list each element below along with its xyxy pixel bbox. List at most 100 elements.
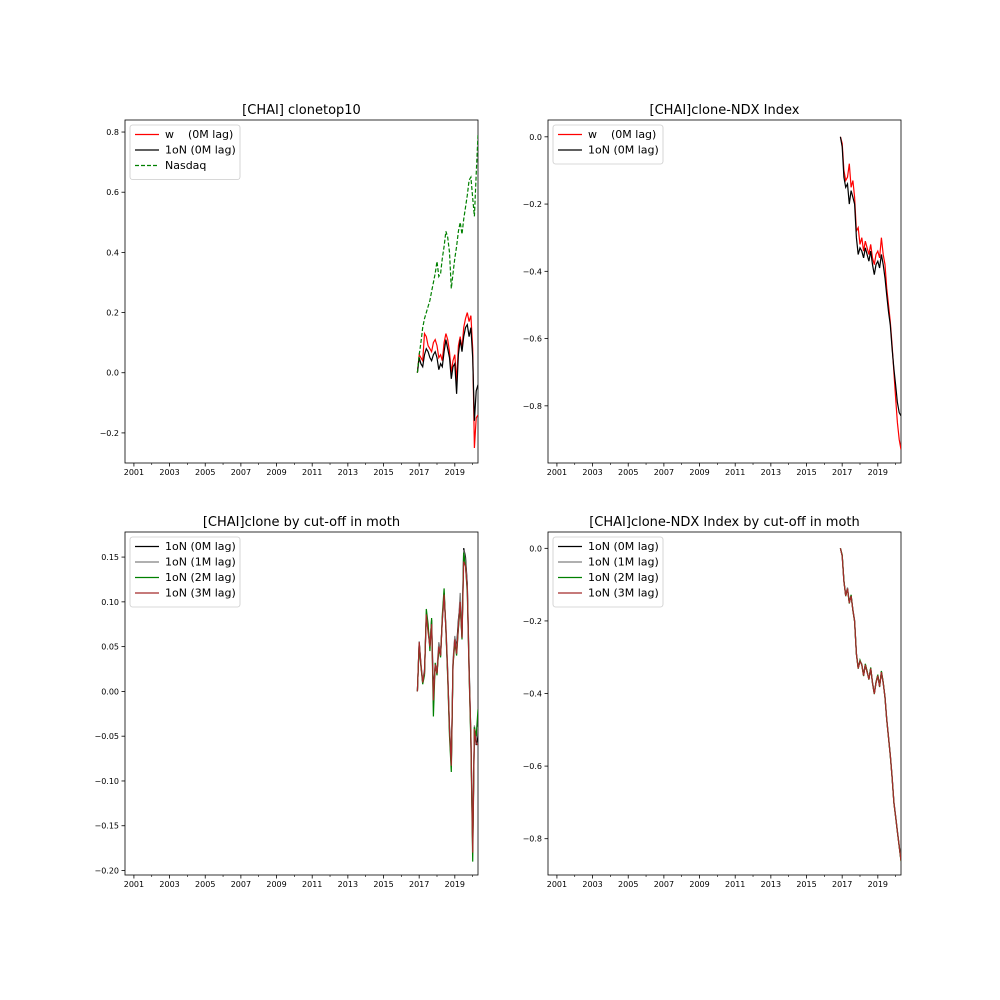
legend-label: 1oN (1M lag) <box>588 556 659 569</box>
series-line-4 <box>416 561 478 853</box>
chart-3: [CHAI]clone by cut-off in moth 2001 2003 20… <box>94 515 479 889</box>
chart-title: [CHAI]clone-NDX Index <box>650 103 800 118</box>
y-tick-label: −0.8 <box>523 835 542 844</box>
legend: 1oN (0M lag) 1oN (1M lag) 1oN (2M lag) 1oN … <box>129 536 241 608</box>
x-tick-label: 2005 <box>618 880 638 889</box>
legend-label: 1oN (0M lag) <box>165 540 236 553</box>
y-tick-label: 0.00 <box>101 687 119 696</box>
x-tick-label: 2003 <box>582 468 602 477</box>
legend-label: 1oN (2M lag) <box>165 571 236 584</box>
series-line-3 <box>416 552 478 862</box>
legend-box <box>552 536 664 608</box>
legend-label: w (0M lag) <box>588 128 656 141</box>
chart-title: [CHAI]clone by cut-off in moth <box>203 515 400 530</box>
legend: w (0M lag) 1oN (0M lag) <box>552 124 664 165</box>
x-tick-label: 2009 <box>689 880 709 889</box>
y-tick-label: −0.4 <box>523 690 542 699</box>
legend: w (0M lag) 1oN (0M lag) Nasdaq <box>129 124 241 180</box>
legend-label: 1oN (0M lag) <box>588 540 659 553</box>
y-tick-label: −0.15 <box>94 822 119 831</box>
x-tick-label: 2011 <box>725 468 745 477</box>
x-tick-label: 2007 <box>231 880 251 889</box>
y-tick-label: −0.6 <box>523 762 542 771</box>
legend-label: 1oN (1M lag) <box>165 556 236 569</box>
chart-1: [CHAI] clonetop10 2001 2003 2005 2007 2009 201… <box>100 103 479 477</box>
y-tick-label: 0.0 <box>529 544 542 553</box>
legend-label: 1oN (0M lag) <box>588 144 659 157</box>
y-tick-label: 0.2 <box>106 309 119 318</box>
legend: 1oN (0M lag) 1oN (1M lag) 1oN (2M lag) 1oN … <box>552 536 664 608</box>
x-tick-label: 2011 <box>302 880 322 889</box>
x-tick-label: 2019 <box>868 880 888 889</box>
x-tick-label: 2019 <box>868 468 888 477</box>
y-tick-label: −0.6 <box>523 335 542 344</box>
legend-label: 1oN (2M lag) <box>588 571 659 584</box>
x-tick-label: 2013 <box>761 468 781 477</box>
x-tick-label: 2015 <box>796 468 816 477</box>
x-tick-label: 2015 <box>796 880 816 889</box>
x-tick-label: 2003 <box>582 880 602 889</box>
x-tick-label: 2009 <box>266 880 286 889</box>
chart-4: [CHAI]clone-NDX Index by cut-off in moth… <box>523 515 902 889</box>
legend-box <box>129 536 241 608</box>
series-line-1 <box>416 312 478 449</box>
x-tick-label: 2011 <box>725 880 745 889</box>
x-tick-label: 2005 <box>195 880 215 889</box>
y-tick-label: −0.4 <box>523 267 542 276</box>
y-tick-label: 0.15 <box>101 553 119 562</box>
x-tick-label: 2005 <box>618 468 638 477</box>
x-tick-label: 2015 <box>373 880 393 889</box>
plot-frame <box>124 119 479 464</box>
y-tick-label: 0.0 <box>529 133 542 142</box>
x-tick-label: 2017 <box>409 468 429 477</box>
legend-label: w (0M lag) <box>165 128 233 141</box>
y-tick-label: −0.2 <box>523 200 542 209</box>
x-tick-label: 2009 <box>266 468 286 477</box>
y-tick-label: 0.05 <box>101 643 119 652</box>
x-tick-label: 2007 <box>231 468 251 477</box>
x-tick-label: 2001 <box>547 880 567 889</box>
x-tick-label: 2003 <box>159 468 179 477</box>
series-line-3 <box>416 134 478 373</box>
y-tick-label: 0.0 <box>106 369 119 378</box>
x-tick-label: 2005 <box>195 468 215 477</box>
series-line-2 <box>416 549 478 849</box>
x-tick-label: 2001 <box>124 880 144 889</box>
plot-frame <box>124 531 479 876</box>
y-tick-label: 0.4 <box>106 248 119 257</box>
x-tick-label: 2013 <box>338 880 358 889</box>
x-tick-label: 2013 <box>761 880 781 889</box>
x-tick-label: 2001 <box>124 468 144 477</box>
y-tick-label: 0.8 <box>106 128 119 137</box>
x-tick-label: 2001 <box>547 468 567 477</box>
plot-frame <box>547 119 902 464</box>
x-tick-label: 2007 <box>654 880 674 889</box>
chart-2: [CHAI]clone-NDX Index 2001 2003 2005 2007 200… <box>523 103 902 477</box>
x-tick-label: 2007 <box>654 468 674 477</box>
series-line-3 <box>839 548 901 862</box>
legend-box <box>129 124 241 180</box>
series-line-4 <box>839 548 901 861</box>
series-line-1 <box>839 548 901 861</box>
legend-label: 1oN (3M lag) <box>165 587 236 600</box>
x-tick-label: 2019 <box>445 880 465 889</box>
x-tick-label: 2011 <box>302 468 322 477</box>
x-tick-label: 2017 <box>832 468 852 477</box>
series-line-2 <box>839 548 901 860</box>
chart-title: [CHAI] clonetop10 <box>242 103 361 118</box>
series-line-2 <box>416 322 478 421</box>
x-tick-label: 2017 <box>409 880 429 889</box>
y-tick-label: −0.2 <box>523 617 542 626</box>
y-tick-label: −0.10 <box>94 777 119 786</box>
x-tick-label: 2017 <box>832 880 852 889</box>
legend-label: 1oN (3M lag) <box>588 587 659 600</box>
y-tick-label: 0.6 <box>106 188 119 197</box>
legend-label: 1oN (0M lag) <box>165 144 236 157</box>
series-line-2 <box>839 136 901 417</box>
x-tick-label: 2003 <box>159 880 179 889</box>
y-tick-label: −0.8 <box>523 402 542 411</box>
x-tick-label: 2009 <box>689 468 709 477</box>
y-tick-label: −0.05 <box>94 732 119 741</box>
